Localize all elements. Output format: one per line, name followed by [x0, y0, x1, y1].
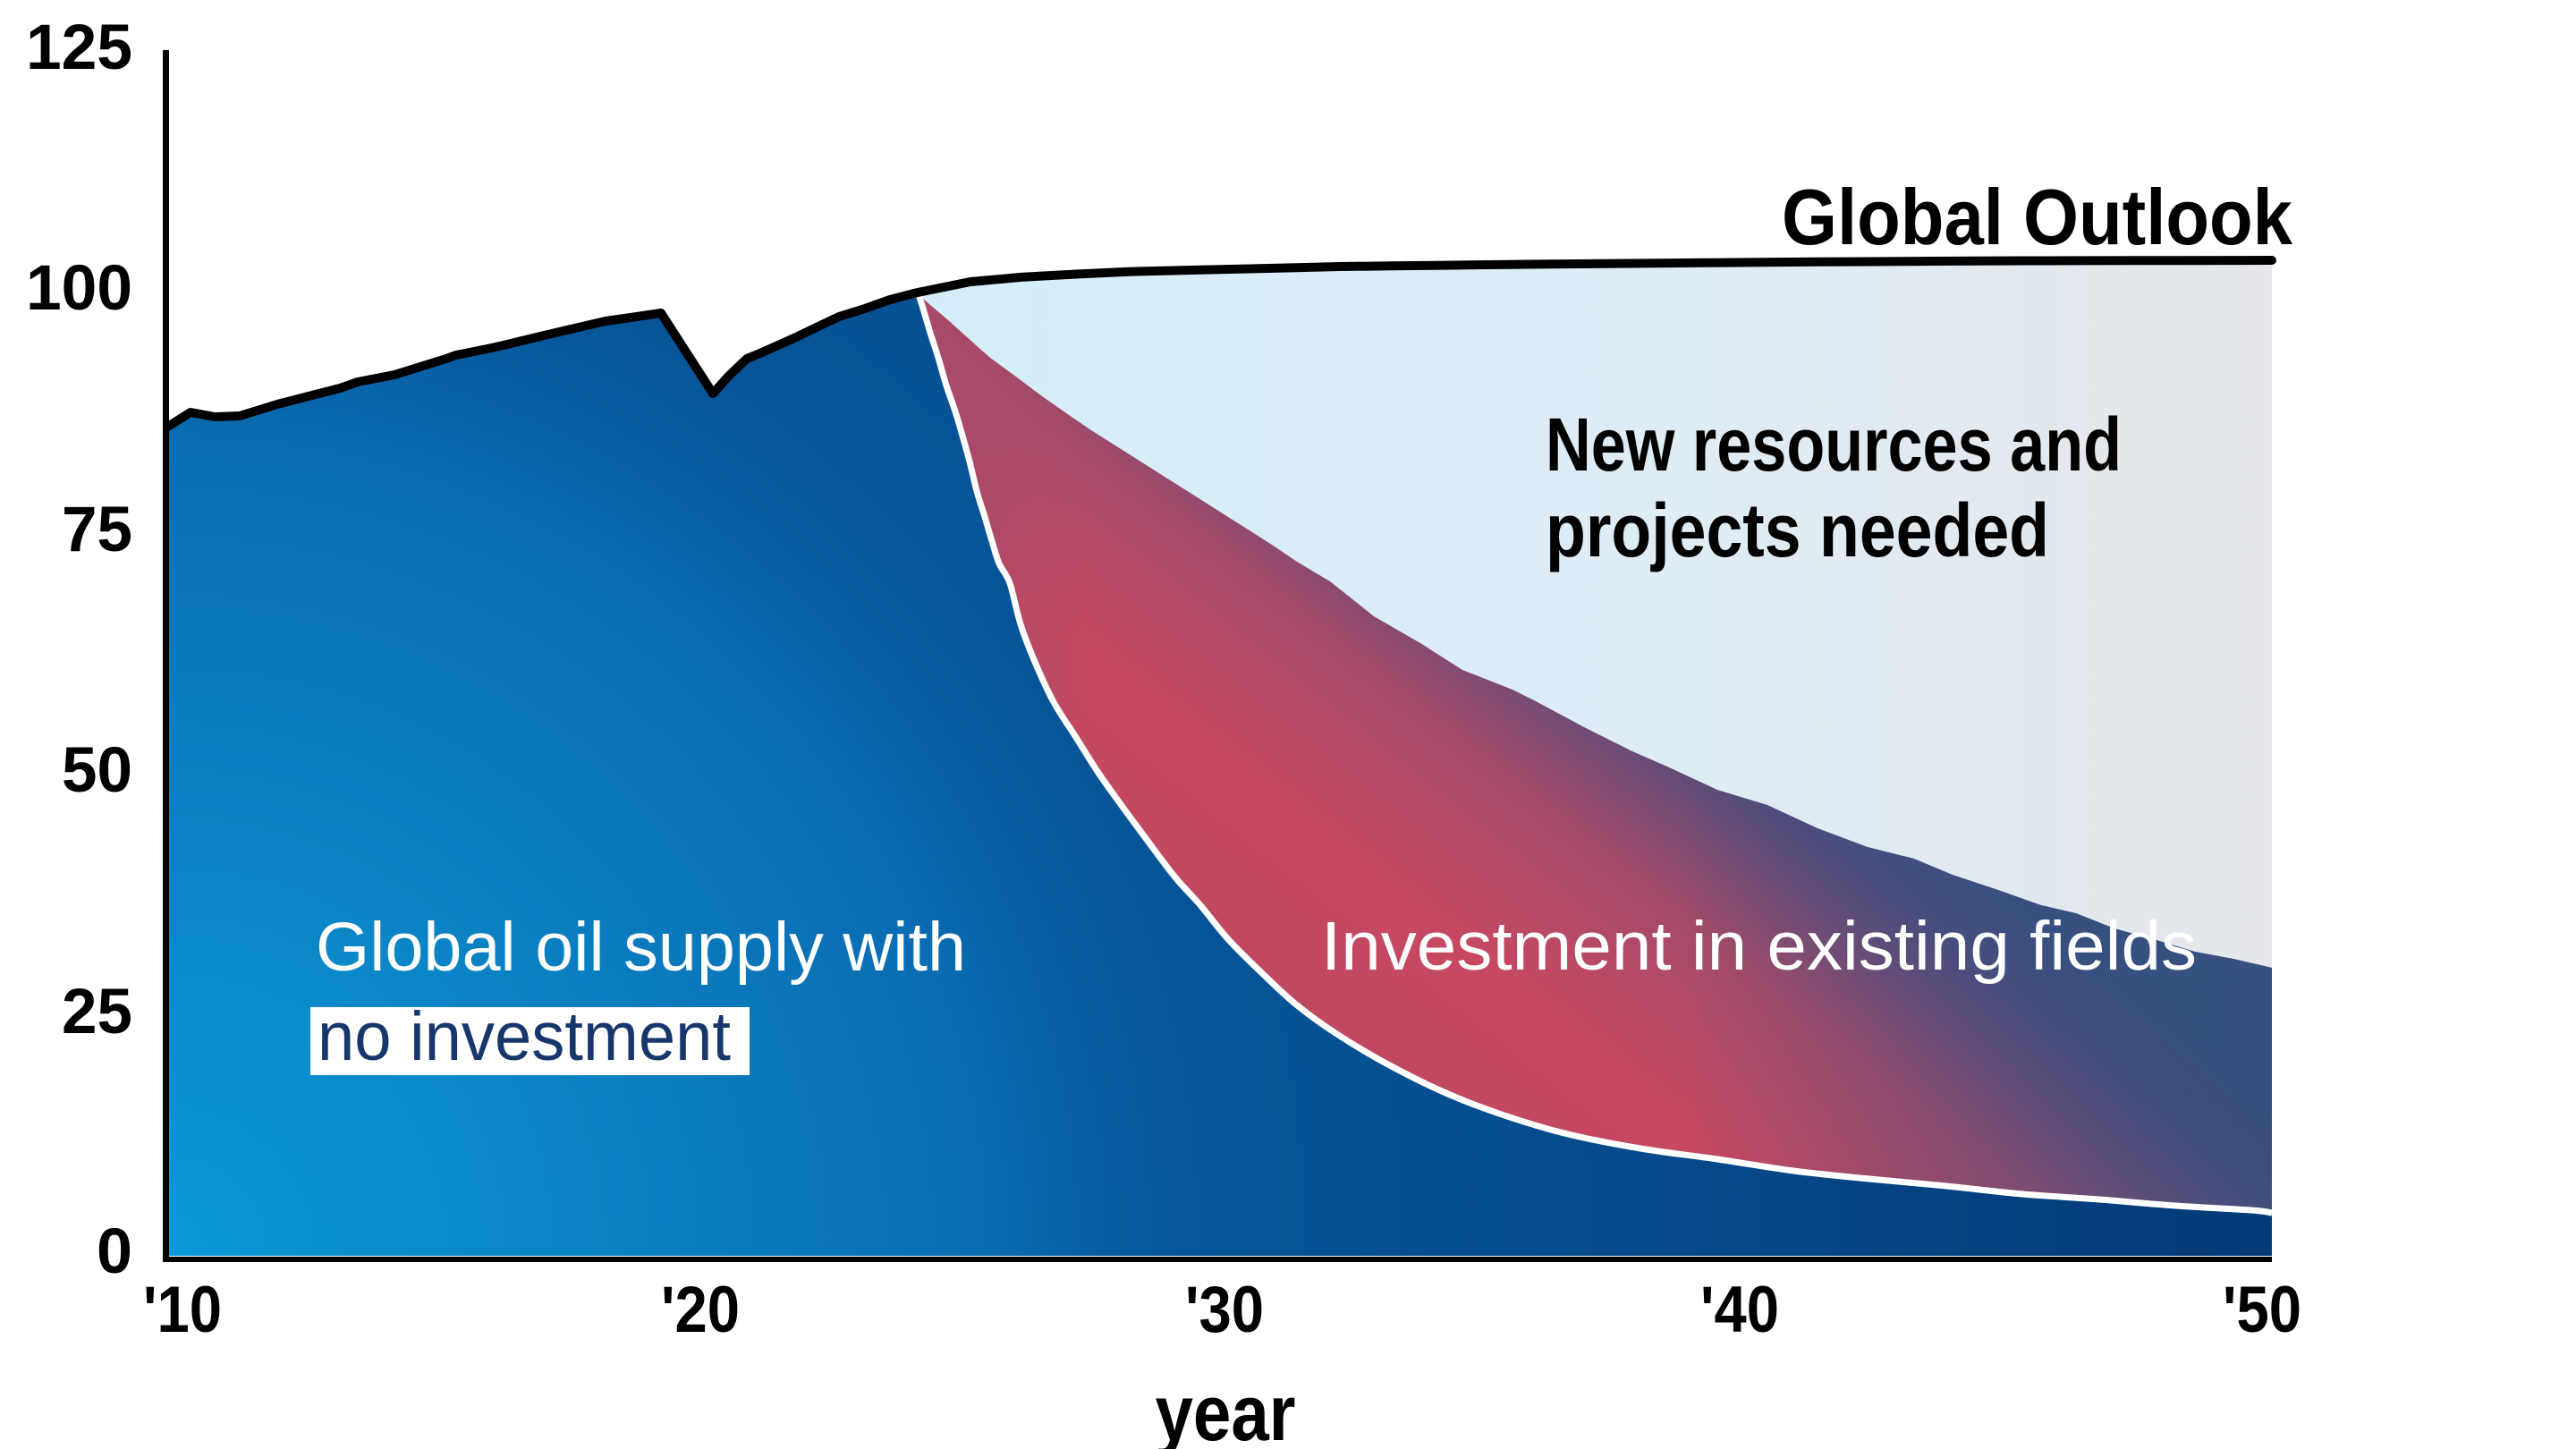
- svg-text:Global oil supply with: Global oil supply with: [316, 909, 966, 986]
- svg-text:75: 75: [62, 495, 132, 565]
- svg-text:100: 100: [26, 253, 132, 324]
- svg-text:year: year: [1156, 1368, 1296, 1449]
- svg-text:Investment in existing fields: Investment in existing fields: [1321, 908, 2197, 985]
- svg-text:New resources and: New resources and: [1546, 402, 2122, 487]
- svg-text:0: 0: [97, 1216, 132, 1287]
- svg-text:'50: '50: [2223, 1274, 2301, 1346]
- svg-text:50: 50: [62, 735, 132, 806]
- svg-text:'40: '40: [1700, 1274, 1779, 1346]
- svg-text:'30: '30: [1185, 1274, 1264, 1346]
- svg-text:25: 25: [62, 977, 132, 1047]
- svg-text:projects needed: projects needed: [1546, 488, 2049, 572]
- svg-text:125: 125: [26, 13, 132, 83]
- svg-text:Global Outlook: Global Outlook: [1782, 173, 2293, 261]
- svg-text:'10: '10: [143, 1274, 222, 1346]
- svg-text:no investment: no investment: [318, 998, 731, 1075]
- svg-text:'20: '20: [661, 1274, 740, 1346]
